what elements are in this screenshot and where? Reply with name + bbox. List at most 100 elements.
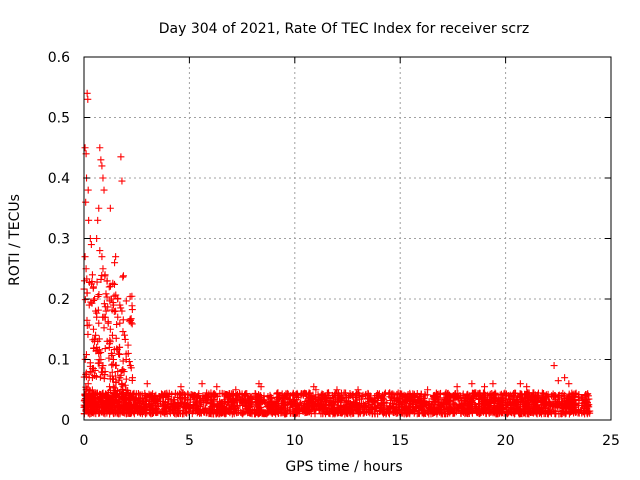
data-point [467,405,475,413]
data-point [481,383,489,391]
data-point [529,389,537,397]
data-point [88,271,96,279]
y-axis-label: ROTI / TECUs [7,194,23,286]
y-tick-label: 0.2 [48,292,70,308]
data-point [526,408,534,416]
data-point [85,321,93,329]
data-point [126,362,134,370]
data-point [394,409,402,417]
data-point [506,391,514,399]
data-point [446,409,454,417]
data-point [110,280,118,288]
data-point [511,405,519,413]
x-tick-labels: 0 5 10 15 20 25 [80,433,620,449]
data-point [89,283,97,291]
data-point [84,380,92,388]
data-point [135,408,143,416]
data-point [143,380,151,388]
data-point [89,325,97,333]
data-point [409,390,417,398]
data-point [436,402,444,410]
data-point [507,407,515,415]
data-point [104,303,112,311]
y-tick-label: 0.5 [48,111,70,127]
data-point [245,395,253,403]
data-point [494,407,502,415]
data-point [450,393,458,401]
data-point [152,400,160,408]
data-point [119,386,127,394]
data-point [120,404,128,412]
data-point [95,349,103,357]
data-point [559,389,567,397]
data-point [379,408,387,416]
data-point [232,405,240,413]
data-point [511,389,519,397]
data-point [126,315,134,323]
data-point [168,405,176,413]
data-point [290,397,298,405]
data-point [128,292,136,300]
data-point [466,398,474,406]
data-point [292,390,300,398]
data-point [103,409,111,417]
data-point [487,393,495,401]
data-point [507,398,515,406]
data-point [429,400,437,408]
data-point [232,394,240,402]
y-tick-label: 0.6 [48,50,70,66]
data-point [100,313,108,321]
data-point [435,390,443,398]
data-point [112,387,120,395]
data-point [107,295,115,303]
data-point [546,399,554,407]
data-point [296,400,304,408]
data-point [366,406,374,414]
data-point [84,186,92,194]
data-point [331,391,339,399]
data-point [87,241,95,249]
data-point [536,409,544,417]
data-point [531,406,539,414]
data-point [516,406,524,414]
data-point [167,400,175,408]
data-point [518,396,526,404]
data-point [498,398,506,406]
data-point [179,389,187,397]
data-point [455,406,463,414]
data-point [281,410,289,418]
data-point [301,408,309,416]
data-point [82,371,90,379]
data-point [114,313,122,321]
data-point [128,302,136,310]
data-point [95,319,103,327]
data-point [101,345,109,353]
data-point [105,283,113,291]
data-point [240,398,248,406]
data-point [86,368,94,376]
data-point [544,409,552,417]
data-point [112,307,120,315]
data-point [264,409,272,417]
data-point [112,334,120,342]
data-point [443,399,451,407]
data-point [413,410,421,418]
data-point [427,401,435,409]
data-point [285,406,293,414]
data-point [269,408,277,416]
data-point [386,403,394,411]
data-point [557,401,565,409]
data-point [197,395,205,403]
data-point [322,401,330,409]
data-point [312,386,320,394]
data-point [429,409,437,417]
data-point [247,401,255,409]
data-point [94,216,102,224]
grid-lines [84,57,611,420]
data-point [424,386,432,394]
data-point [203,399,211,407]
data-point [475,400,483,408]
data-point [124,349,132,357]
data-point [289,391,297,399]
data-point [111,259,119,267]
